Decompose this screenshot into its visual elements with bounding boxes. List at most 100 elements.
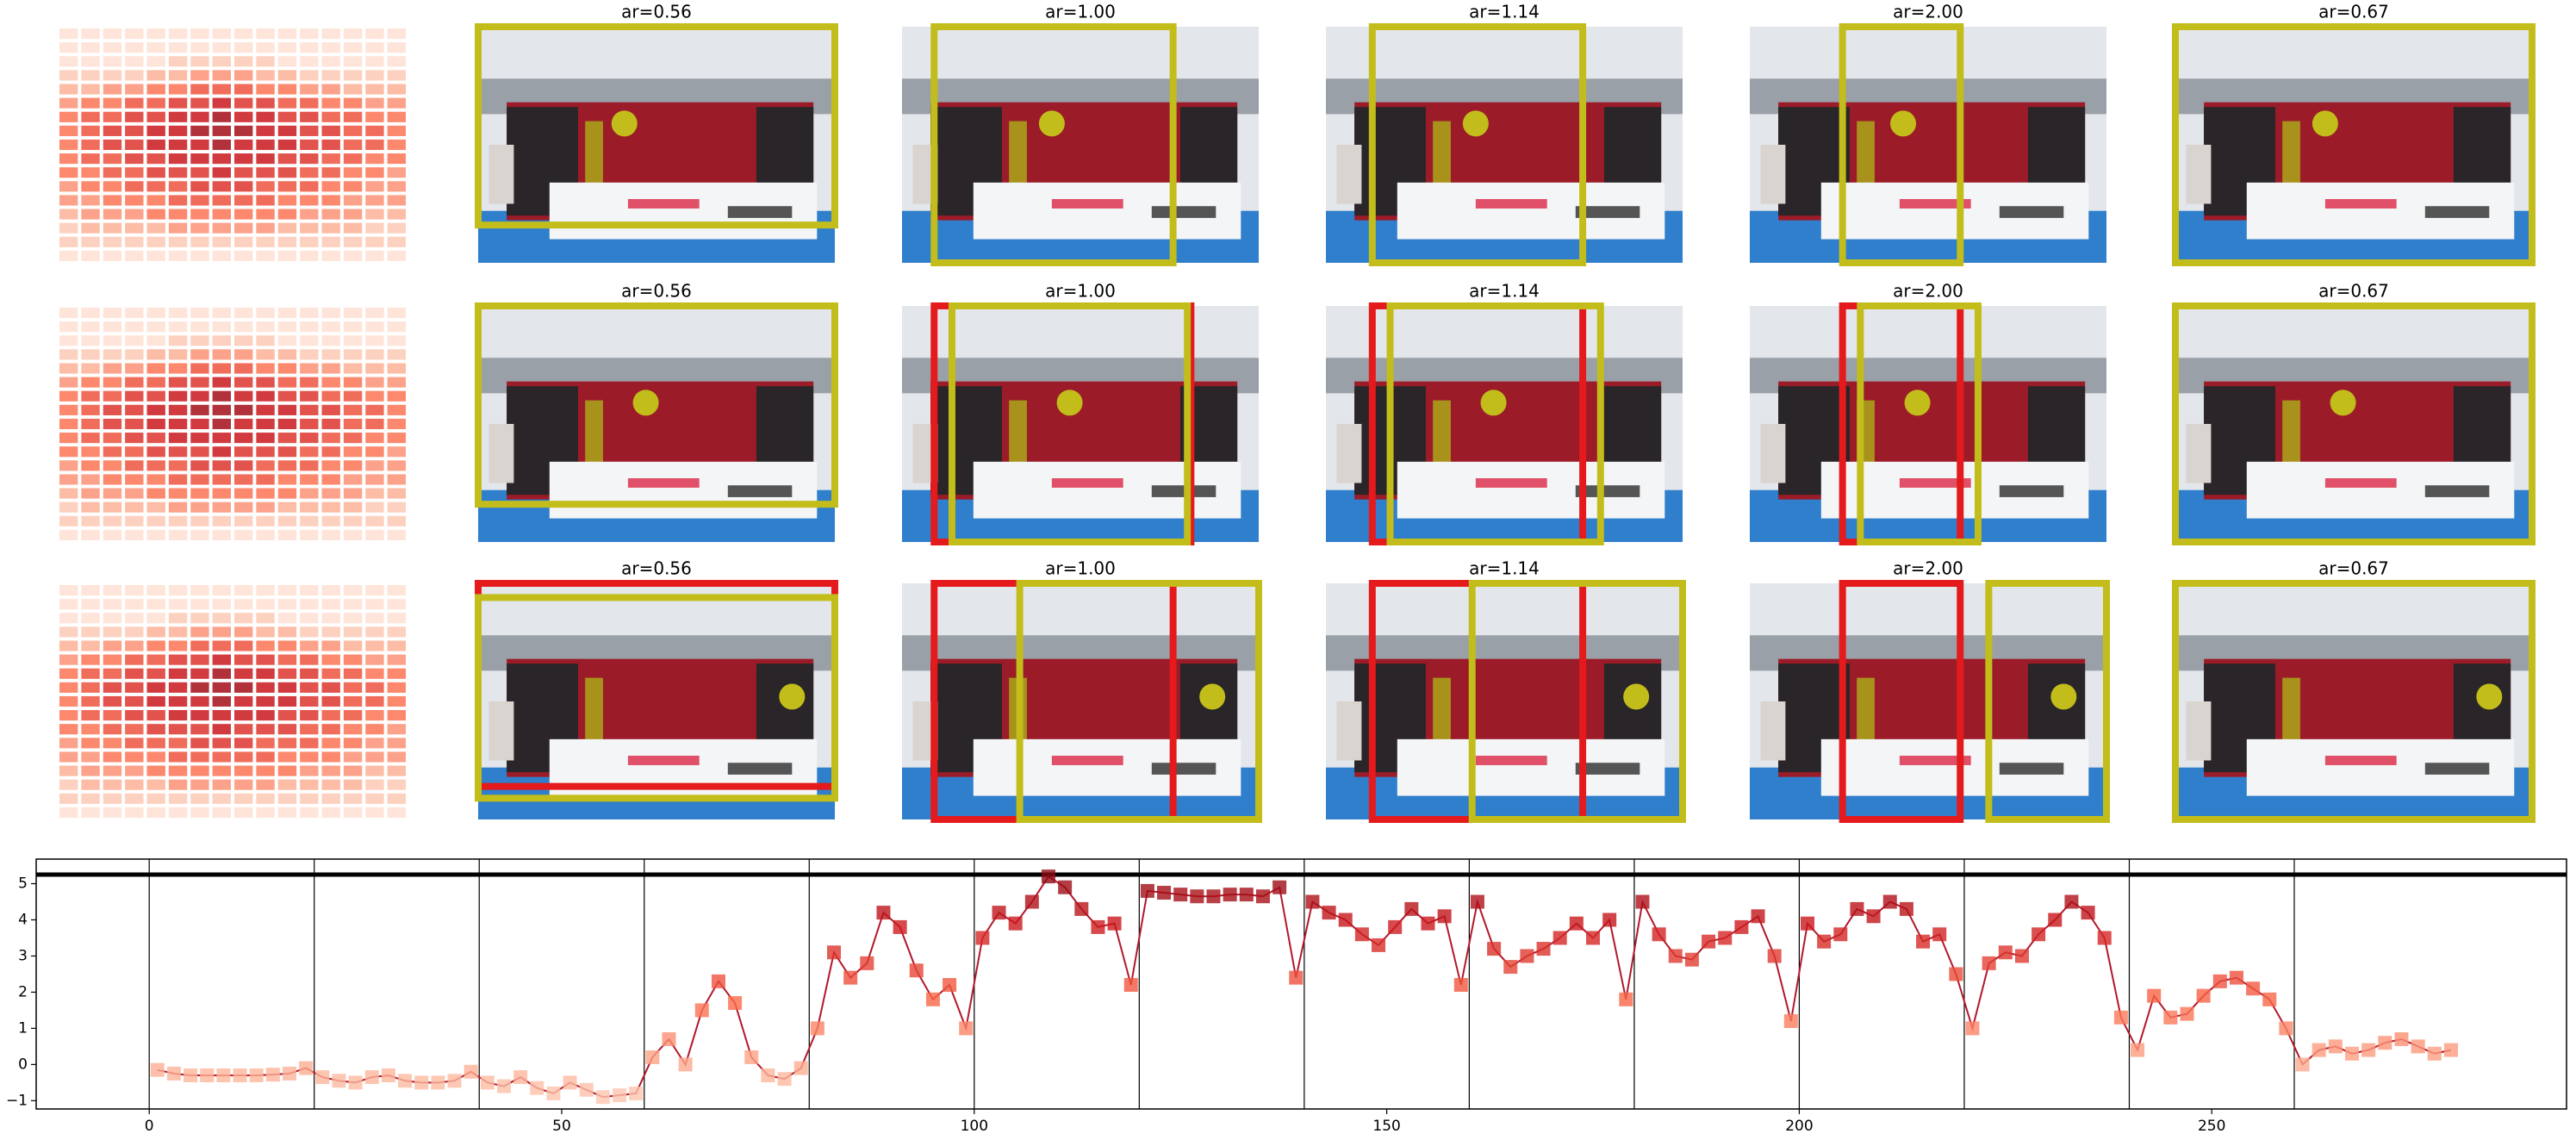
heatmap-cell xyxy=(321,474,340,485)
heatmap-cell xyxy=(146,724,165,735)
heatmap-cell xyxy=(146,488,165,499)
heatmap-cell xyxy=(146,250,165,261)
heatmap-cell xyxy=(300,695,319,707)
heatmap-cell xyxy=(256,195,275,206)
photo xyxy=(902,306,1259,542)
target-dot xyxy=(1890,110,1917,137)
photo xyxy=(1326,306,1683,542)
heatmap-cell xyxy=(212,308,231,319)
heatmap-cell xyxy=(212,70,231,81)
heatmap-cell xyxy=(168,209,188,220)
heatmap-cell xyxy=(277,474,297,485)
point-marker xyxy=(2443,1043,2458,1057)
crop-box xyxy=(2172,23,2536,266)
photo-banner-text xyxy=(1151,485,1216,497)
point-marker xyxy=(1751,909,1765,924)
heatmap-cell xyxy=(190,779,209,790)
heatmap-cell xyxy=(146,97,165,109)
heatmap-cell xyxy=(59,751,78,763)
heatmap-cell xyxy=(365,751,384,763)
heatmap-cell xyxy=(59,585,78,596)
point-marker xyxy=(513,1070,528,1085)
heatmap-cell xyxy=(321,807,340,818)
photo-banner-text xyxy=(1999,485,2064,497)
point-marker xyxy=(793,1061,808,1075)
heatmap-cell xyxy=(212,751,231,763)
point-marker xyxy=(2328,1039,2343,1054)
heatmap-cell xyxy=(146,195,165,206)
point-marker xyxy=(2411,1039,2425,1054)
heatmap-cell xyxy=(365,668,384,679)
heatmap-cell xyxy=(190,404,209,415)
point-marker xyxy=(1322,906,1336,920)
heatmap-cell xyxy=(343,70,363,81)
heatmap-cell xyxy=(81,626,100,638)
heatmap-cell xyxy=(81,599,100,610)
point-marker xyxy=(925,992,940,1006)
photo-banner-text xyxy=(1051,756,1123,765)
point-marker xyxy=(1949,967,1963,981)
y-tick-label: 5 xyxy=(18,875,28,893)
photo-flag xyxy=(1760,145,1786,204)
point-marker xyxy=(1602,913,1617,927)
point-marker xyxy=(1536,942,1551,956)
heatmap-cell xyxy=(59,139,78,151)
point-marker xyxy=(2147,988,2162,1003)
point-marker xyxy=(1008,916,1023,931)
heatmap-cell xyxy=(59,70,78,81)
heatmap-cell xyxy=(321,390,340,402)
heatmap-cell xyxy=(387,765,406,776)
heatmap-cell xyxy=(168,668,188,679)
heatmap-cell xyxy=(300,779,319,790)
point-marker xyxy=(1982,956,1996,970)
heatmap-cell xyxy=(59,710,78,721)
heatmap-cell xyxy=(321,153,340,165)
heatmap-cell xyxy=(321,84,340,95)
heatmap-cell xyxy=(365,97,384,109)
panel-title: ar=1.14 xyxy=(1469,281,1540,302)
heatmap-cell xyxy=(277,349,297,360)
heatmap-cell xyxy=(365,433,384,444)
heatmap-cell xyxy=(103,515,122,526)
heatmap-cell xyxy=(146,738,165,749)
heatmap-cell xyxy=(365,181,384,192)
point-marker xyxy=(546,1086,561,1100)
photo-banner-text xyxy=(1475,478,1547,488)
point-marker xyxy=(1388,919,1403,934)
photo-flag xyxy=(488,424,514,483)
heatmap-cell xyxy=(300,84,319,95)
heatmap-cell xyxy=(212,222,231,234)
point-marker xyxy=(1652,927,1666,942)
heatmap-cell xyxy=(125,793,144,804)
heatmap-cell xyxy=(343,97,363,109)
heatmap-cell xyxy=(168,335,188,346)
heatmap-cell xyxy=(387,695,406,707)
photo-flag xyxy=(488,145,514,204)
heatmap-cell xyxy=(277,222,297,234)
heatmap-cell xyxy=(343,779,363,790)
heatmap-cell xyxy=(277,236,297,247)
point-marker xyxy=(909,963,924,978)
heatmap-cell xyxy=(146,181,165,192)
heatmap-cell xyxy=(103,335,122,346)
heatmap-cell xyxy=(365,56,384,67)
heatmap-cell xyxy=(277,335,297,346)
heatmap-cell xyxy=(321,710,340,721)
heatmap-cell xyxy=(321,236,340,247)
heatmap-cell xyxy=(212,724,231,735)
heatmap-cell xyxy=(59,97,78,109)
heatmap-cell xyxy=(190,70,209,81)
photo xyxy=(1326,27,1683,263)
photo-flag xyxy=(1760,424,1786,483)
heatmap-cell xyxy=(146,377,165,388)
heatmap-cell xyxy=(103,209,122,220)
heatmap-cell xyxy=(212,335,231,346)
heatmap-cell xyxy=(81,515,100,526)
heatmap-cell xyxy=(81,167,100,178)
heatmap-cell xyxy=(59,222,78,234)
heatmap-cell xyxy=(168,236,188,247)
heatmap-cell xyxy=(81,222,100,234)
heatmap-cell xyxy=(234,626,253,638)
heatmap-cell xyxy=(277,807,297,818)
heatmap-cell xyxy=(103,125,122,136)
